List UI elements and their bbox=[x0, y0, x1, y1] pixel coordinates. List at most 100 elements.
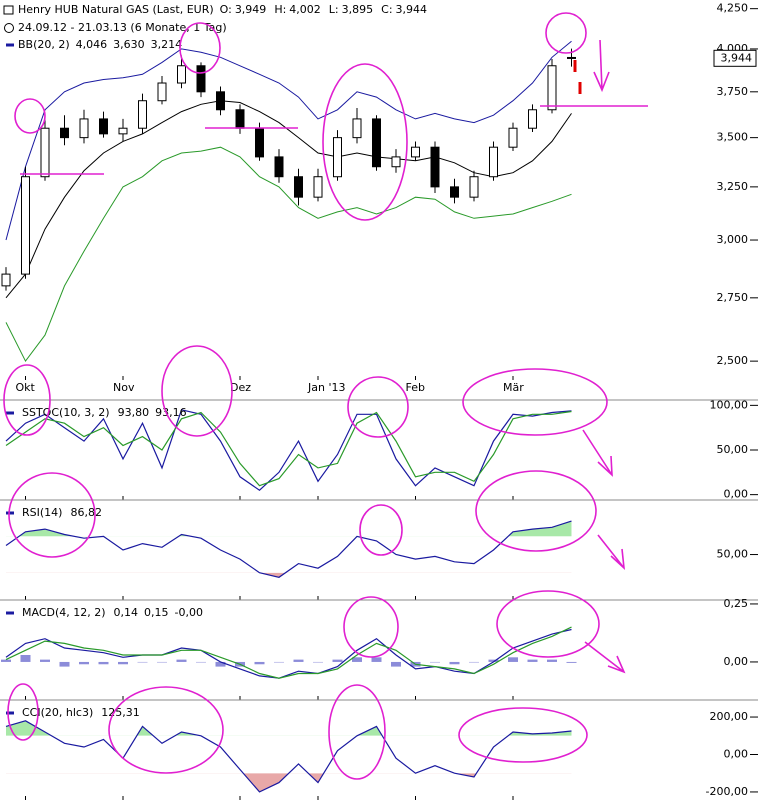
y-tick-label: 0,00 bbox=[724, 655, 749, 668]
y-tick-label: 200,00 bbox=[710, 710, 749, 723]
annotation-arrow bbox=[584, 641, 626, 674]
annotation-circle bbox=[462, 368, 608, 436]
histogram-bar bbox=[449, 661, 460, 665]
candle-body bbox=[489, 146, 498, 178]
y-tick-label: 3,750 bbox=[717, 85, 749, 98]
histogram-bar bbox=[488, 659, 499, 662]
header-text: 0,14 bbox=[114, 606, 139, 619]
histogram-bar bbox=[391, 661, 401, 667]
histogram-bar bbox=[371, 657, 382, 662]
header-icon bbox=[3, 5, 14, 15]
histogram-bar bbox=[469, 661, 479, 663]
x-tick-label: Okt bbox=[16, 381, 36, 394]
candle-body bbox=[177, 65, 186, 84]
candle-body bbox=[430, 146, 440, 188]
annotation-arrow bbox=[582, 429, 613, 477]
histogram-bar bbox=[196, 661, 206, 663]
histogram-bar bbox=[274, 661, 284, 663]
header-text: Henry HUB Natural GAS (Last, EUR) bbox=[18, 3, 214, 16]
annotation-circle bbox=[161, 345, 233, 437]
indicator-line bbox=[5, 520, 572, 578]
header-text: SSTOC(10, 3, 2) bbox=[22, 406, 110, 419]
band-line bbox=[5, 146, 572, 363]
histogram-bar bbox=[137, 661, 148, 663]
x-tick-label: Jan '13 bbox=[307, 381, 345, 394]
header-text: MACD(4, 12, 2) bbox=[22, 606, 106, 619]
candle-body bbox=[60, 127, 69, 139]
y-tick-label: 0,00 bbox=[724, 747, 749, 760]
annotation-circle bbox=[108, 686, 224, 774]
y-tick-label: 0,00 bbox=[724, 488, 749, 501]
header-text: 93,16 bbox=[155, 406, 187, 419]
y-tick-label: 100,00 bbox=[710, 398, 749, 411]
candle-body bbox=[40, 127, 50, 178]
histogram-bar bbox=[20, 654, 31, 662]
histogram-bar bbox=[1, 659, 11, 662]
header-text: 3,214 bbox=[151, 38, 183, 51]
histogram-bar bbox=[293, 659, 304, 662]
candle-body bbox=[508, 127, 518, 148]
candle-body bbox=[469, 176, 479, 198]
candle-body bbox=[99, 118, 108, 135]
x-tick-label: Nov bbox=[113, 381, 135, 394]
histogram-bar bbox=[313, 661, 323, 663]
candle-body bbox=[450, 186, 459, 198]
histogram-bar bbox=[566, 661, 577, 663]
header-text: 3,895 bbox=[342, 3, 374, 16]
annotation-circle bbox=[322, 63, 408, 221]
y-tick-label: 3,250 bbox=[717, 180, 749, 193]
histogram-bar bbox=[508, 657, 518, 662]
candle-body bbox=[294, 176, 303, 198]
header-text: 4,046 bbox=[76, 38, 108, 51]
candle-body bbox=[118, 127, 128, 135]
candle-body bbox=[528, 109, 537, 129]
header-text: 3,944 bbox=[396, 3, 428, 16]
header-text: BB(20, 2) bbox=[18, 38, 70, 51]
band-fill bbox=[259, 572, 286, 578]
indicator-line bbox=[5, 628, 572, 679]
header-text: RSI(14) bbox=[22, 506, 62, 519]
header-text: 3,949 bbox=[235, 3, 267, 16]
histogram-bar bbox=[352, 657, 362, 662]
header-text: -0,00 bbox=[175, 606, 203, 619]
candle-body bbox=[21, 176, 30, 275]
y-tick-label: 4,250 bbox=[717, 2, 749, 15]
header-subtitle: 24.09.12 - 21.03.13 (6 Monate, 1 Tag) bbox=[18, 21, 227, 34]
candle-body bbox=[567, 56, 576, 59]
annotation-circle bbox=[343, 596, 399, 658]
histogram-bar bbox=[527, 659, 538, 662]
y-tick-label: 3,000 bbox=[717, 233, 749, 246]
histogram-bar bbox=[176, 659, 187, 662]
candle-body bbox=[79, 118, 89, 139]
x-tick-label: Mär bbox=[503, 381, 524, 394]
histogram-bar bbox=[215, 661, 226, 667]
histogram-bar bbox=[547, 659, 557, 662]
annotation-arrow bbox=[593, 39, 610, 93]
header-text: O: bbox=[220, 3, 232, 16]
indicator-line bbox=[5, 626, 572, 679]
histogram-bar bbox=[254, 661, 265, 665]
current-price-box bbox=[713, 49, 757, 67]
y-tick-label: 3,500 bbox=[717, 131, 749, 144]
current-price-label: 3,944 bbox=[721, 51, 753, 64]
header-text: 125,31 bbox=[101, 706, 140, 719]
candle-body bbox=[235, 109, 245, 129]
annotation-circle bbox=[359, 504, 403, 556]
annotation-circle bbox=[347, 376, 409, 438]
histogram-bar bbox=[157, 661, 167, 663]
y-tick-label: 2,750 bbox=[717, 291, 749, 304]
histogram-bar bbox=[40, 659, 50, 662]
candle-body bbox=[138, 100, 147, 129]
histogram-bar bbox=[118, 661, 128, 665]
header-text: 86,82 bbox=[70, 506, 102, 519]
annotation-circle bbox=[458, 707, 588, 763]
header-text: 3,630 bbox=[113, 38, 145, 51]
annotation-circle bbox=[8, 472, 96, 558]
candle-body bbox=[411, 146, 420, 158]
candle-body bbox=[255, 127, 264, 158]
annotation-circle bbox=[179, 22, 221, 74]
y-tick-label: 2,500 bbox=[717, 354, 749, 367]
annotation-circle bbox=[545, 12, 587, 54]
